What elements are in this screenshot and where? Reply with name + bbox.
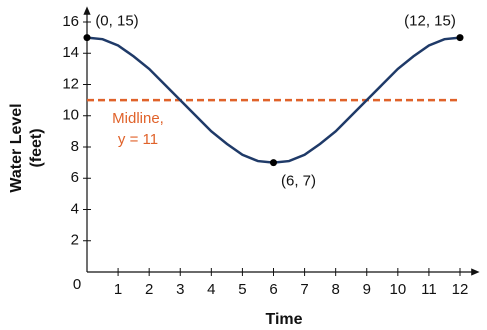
point [456,34,464,42]
x-tick-label: 5 [238,281,246,298]
x-axis-label: Time [265,311,302,328]
y-tick-label: 8 [71,138,79,155]
point-label: (6, 7) [281,173,316,190]
y-tick-label: 2 [71,232,79,249]
y-axis-label: Water Level (feet) [8,103,45,192]
point-label: (12, 15) [404,13,456,30]
midline-label: Midline, [112,110,164,127]
y-axis-label-line: Water Level [8,103,25,192]
x-tick-label: 7 [300,281,308,298]
y-tick-label: 10 [62,107,79,124]
y-tick-label: 6 [71,169,79,186]
point-label: (0, 15) [95,13,138,30]
x-tick-label: 3 [176,281,184,298]
y-axis-label-line: (feet) [28,128,45,167]
x-tick-label: 8 [331,281,339,298]
x-tick-label: 1 [114,281,122,298]
x-tick-label: 4 [207,281,215,298]
point [83,34,91,42]
x-tick-label: 12 [452,281,469,298]
x-tick-label: 10 [389,281,406,298]
y-tick-label: 16 [62,13,79,30]
x-tick-label: 11 [421,281,437,298]
x-tick-label: 0 [73,276,81,293]
x-tick-label: 6 [269,281,277,298]
y-tick-label: 12 [62,75,79,92]
y-tick-label: 4 [71,200,79,217]
midline-label: y = 11 [118,131,158,148]
y-tick-label: 14 [62,44,79,61]
x-tick-label: 2 [145,281,153,298]
point [270,159,277,167]
x-tick-label: 9 [363,281,371,298]
